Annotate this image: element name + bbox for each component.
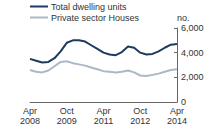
- svg-text:2009: 2009: [57, 116, 77, 126]
- svg-text:0: 0: [181, 97, 186, 107]
- svg-text:2011: 2011: [94, 116, 113, 126]
- svg-text:Apr: Apr: [23, 106, 37, 116]
- svg-text:Apr: Apr: [96, 106, 110, 116]
- svg-text:2,000: 2,000: [181, 72, 204, 82]
- svg-text:6,000: 6,000: [181, 23, 204, 33]
- svg-text:2012: 2012: [130, 116, 150, 126]
- svg-text:4,000: 4,000: [181, 48, 204, 58]
- svg-text:Oct: Oct: [60, 106, 75, 116]
- svg-text:Private sector Houses: Private sector Houses: [51, 13, 140, 23]
- svg-text:Oct: Oct: [133, 106, 148, 116]
- svg-text:no.: no.: [177, 13, 190, 23]
- svg-text:2008: 2008: [20, 116, 40, 126]
- svg-text:Total dwelling units: Total dwelling units: [51, 2, 127, 12]
- svg-text:2014: 2014: [167, 116, 187, 126]
- svg-text:Apr: Apr: [170, 106, 184, 116]
